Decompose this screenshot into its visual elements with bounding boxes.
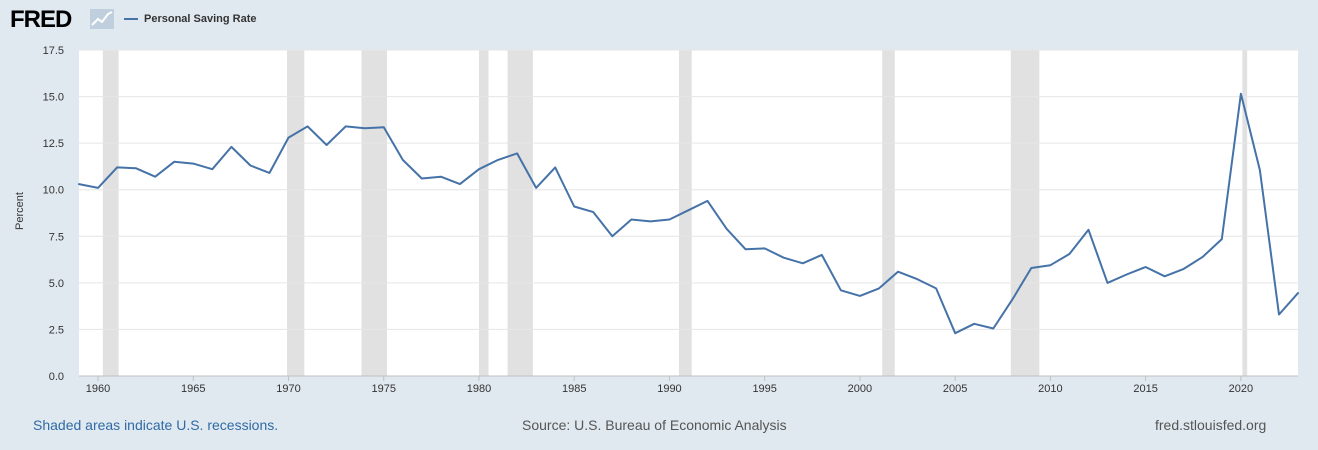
recession-band	[361, 50, 387, 376]
x-tick-label: 1985	[562, 383, 586, 395]
recession-band	[286, 50, 305, 376]
x-tick-label: 1970	[276, 383, 300, 395]
recessions-note[interactable]: Shaded areas indicate U.S. recessions.	[33, 417, 279, 433]
y-axis-title: Percent	[14, 192, 26, 230]
y-tick-label: 7.5	[49, 231, 64, 243]
x-tick-label: 1965	[181, 383, 205, 395]
y-tick-label: 10.0	[43, 185, 64, 197]
gridlines	[79, 49, 1298, 330]
series-line	[78, 92, 1299, 335]
x-tick-label: 2010	[1038, 383, 1062, 395]
chart: 0.0 2.5 5.0 7.5 10.0 12.5 15.0 17.5 1960 1965 197…	[14, 45, 1299, 395]
recession-band	[102, 50, 119, 376]
y-tick-label: 12.5	[43, 138, 64, 150]
y-tick-label: 17.5	[43, 45, 64, 57]
x-axis-ticks: 1960 1965 1970 1975 1980 1985 1990 1995 2000 2005…	[79, 375, 1298, 395]
legend-swatch	[124, 18, 138, 20]
x-tick-label: 1975	[372, 383, 396, 395]
legend: Personal Saving Rate	[124, 11, 257, 27]
recession-band	[507, 50, 533, 376]
recession-shading	[102, 50, 1248, 376]
x-tick-label: 2005	[943, 383, 967, 395]
source-note: Source: U.S. Bureau of Economic Analysis	[522, 417, 787, 433]
fred-url[interactable]: fred.stlouisfed.org	[1155, 417, 1267, 433]
series	[78, 92, 1299, 335]
recession-band	[1010, 50, 1040, 376]
x-tick-label: 2000	[848, 383, 872, 395]
recession-band	[478, 50, 489, 376]
recession-band	[678, 50, 692, 376]
y-tick-label: 2.5	[49, 324, 64, 336]
x-tick-label: 1980	[467, 383, 491, 395]
fred-logo[interactable]: FRED	[10, 6, 72, 33]
chart-header: FRED Personal Saving Rate	[0, 0, 1318, 40]
recession-band	[1242, 50, 1248, 376]
y-axis-ticks: 0.0 2.5 5.0 7.5 10.0 12.5 15.0 17.5	[43, 45, 64, 383]
x-tick-label: 1990	[657, 383, 681, 395]
chart-line-icon	[90, 9, 114, 29]
x-tick-label: 1960	[86, 383, 110, 395]
x-tick-label: 2020	[1229, 383, 1253, 395]
y-tick-label: 15.0	[43, 92, 64, 104]
x-tick-label: 1995	[752, 383, 776, 395]
legend-label: Personal Saving Rate	[144, 13, 257, 25]
x-tick-label: 2015	[1133, 383, 1157, 395]
recession-band	[882, 50, 895, 376]
y-tick-label: 0.0	[49, 371, 64, 383]
y-tick-label: 5.0	[49, 278, 64, 290]
